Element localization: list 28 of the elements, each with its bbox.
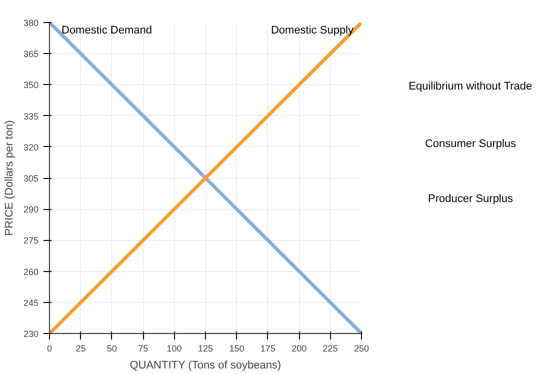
x-tick-label: 25	[76, 344, 86, 354]
text: Equilibrium without Trade	[408, 80, 532, 93]
text: Consumer Surplus	[424, 138, 517, 150]
y-tick-label: 290	[23, 204, 39, 215]
y-tick-label: 230	[23, 329, 39, 339]
x-axis-title: QUANTITY (Tons of soybeans)	[130, 360, 282, 372]
x-tick-label: 125	[198, 344, 214, 354]
y-tick-label: 365	[23, 49, 39, 60]
x-tick-label: 200	[292, 344, 307, 354]
x-tick-label: 175	[260, 344, 276, 354]
y-tick-label: 305	[23, 174, 39, 184]
y-tick-label: 260	[23, 266, 39, 277]
x-tick-label: 75	[138, 344, 148, 354]
y-tick-label: 275	[23, 236, 39, 246]
y-axis-title: PRICE (Dollars per ton)	[3, 120, 16, 236]
text: Producer Surplus	[428, 192, 514, 205]
series-label: Domestic Demand	[62, 24, 152, 36]
x-tick-label: 50	[106, 344, 117, 354]
x-tick-label: 100	[166, 344, 182, 354]
x-tick-label: 225	[322, 344, 338, 354]
x-tick-label: 250	[354, 344, 370, 354]
y-tick-label: 335	[23, 111, 39, 122]
y-tick-label: 245	[23, 298, 39, 308]
y-tick-label: 380	[23, 18, 39, 28]
y-tick-label: 350	[23, 80, 39, 90]
x-tick-label: 150	[229, 344, 244, 354]
y-tick-label: 320	[23, 142, 39, 152]
x-tick-label: 0	[46, 344, 52, 354]
